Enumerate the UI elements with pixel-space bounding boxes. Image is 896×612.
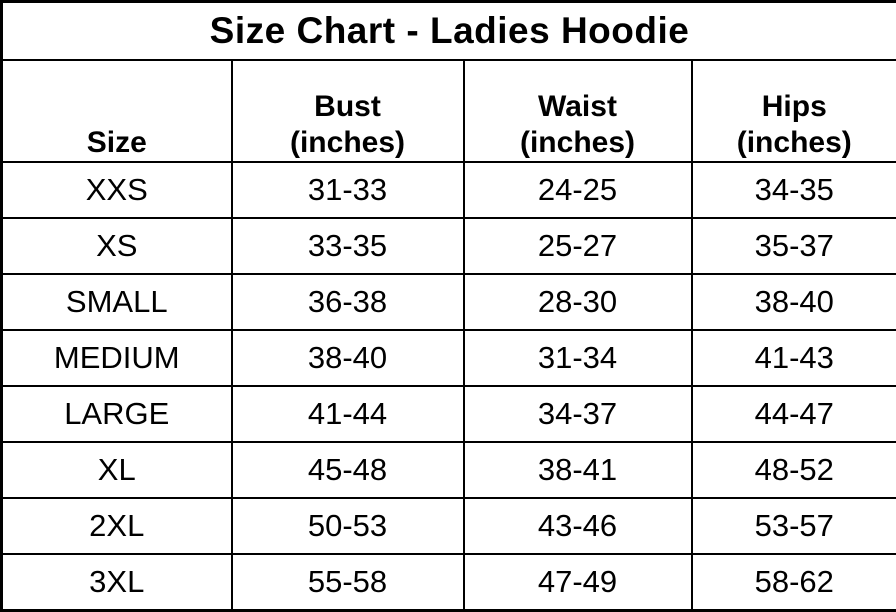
size-label-cell: MEDIUM (2, 330, 232, 386)
measurement-cell: 58-62 (692, 554, 896, 611)
column-header-hips: Hips(inches) (692, 60, 896, 162)
measurement-cell: 35-37 (692, 218, 896, 274)
measurement-cell: 28-30 (464, 274, 692, 330)
measurement-cell: 45-48 (232, 442, 464, 498)
column-header-unit: (inches) (465, 125, 691, 161)
column-header-label: Bust (314, 90, 381, 123)
column-header-unit: (inches) (233, 125, 463, 161)
measurement-cell: 55-58 (232, 554, 464, 611)
size-label-cell: 3XL (2, 554, 232, 611)
measurement-cell: 47-49 (464, 554, 692, 611)
title-row: Size Chart - Ladies Hoodie (2, 2, 896, 61)
measurement-cell: 31-34 (464, 330, 692, 386)
measurement-cell: 34-37 (464, 386, 692, 442)
size-label-cell: XS (2, 218, 232, 274)
measurement-cell: 53-57 (692, 498, 896, 554)
measurement-cell: 38-41 (464, 442, 692, 498)
size-label-cell: SMALL (2, 274, 232, 330)
measurement-cell: 43-46 (464, 498, 692, 554)
size-label-cell: XL (2, 442, 232, 498)
measurement-cell: 48-52 (692, 442, 896, 498)
measurement-cell: 36-38 (232, 274, 464, 330)
page-title: Size Chart - Ladies Hoodie (2, 2, 896, 61)
measurement-cell: 24-25 (464, 162, 692, 218)
measurement-cell: 33-35 (232, 218, 464, 274)
measurement-cell: 41-43 (692, 330, 896, 386)
size-label-cell: LARGE (2, 386, 232, 442)
measurement-cell: 38-40 (232, 330, 464, 386)
measurement-cell: 25-27 (464, 218, 692, 274)
measurement-cell: 38-40 (692, 274, 896, 330)
measurement-cell: 50-53 (232, 498, 464, 554)
column-header-size: Size (2, 60, 232, 162)
column-header-label: Hips (762, 90, 827, 123)
column-header-bust: Bust(inches) (232, 60, 464, 162)
column-header-label: Size (87, 126, 147, 159)
measurement-cell: 34-35 (692, 162, 896, 218)
measurement-cell: 44-47 (692, 386, 896, 442)
column-header-waist: Waist(inches) (464, 60, 692, 162)
size-label-cell: XXS (2, 162, 232, 218)
column-header-unit: (inches) (693, 125, 896, 161)
column-header-label: Waist (538, 90, 617, 123)
size-label-cell: 2XL (2, 498, 232, 554)
measurement-cell: 31-33 (232, 162, 464, 218)
measurement-cell: 41-44 (232, 386, 464, 442)
